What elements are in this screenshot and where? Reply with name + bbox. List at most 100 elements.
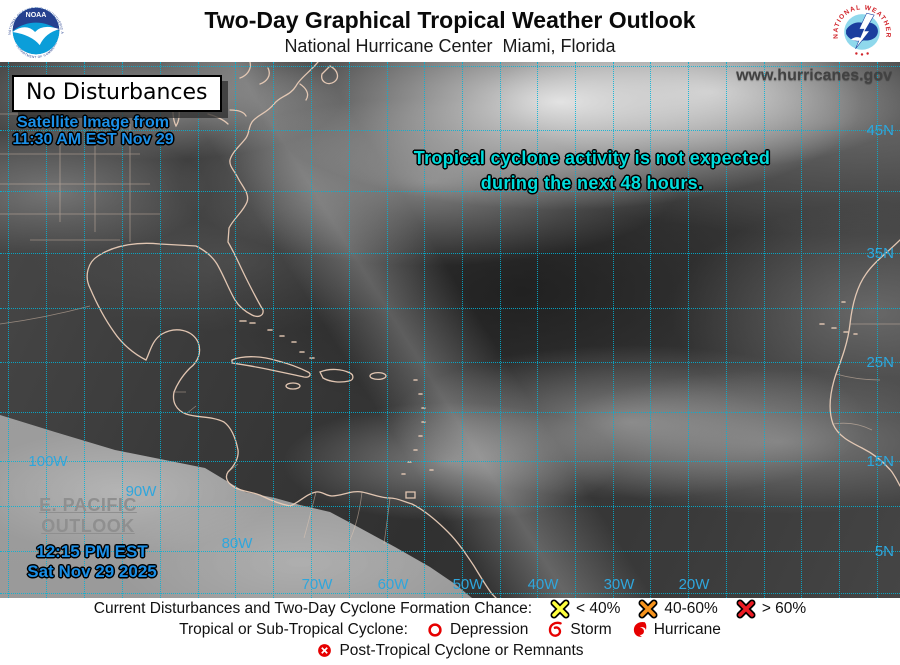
legend-item-label: Post-Tropical Cyclone or Remnants	[339, 641, 584, 659]
longitude-label: 60W	[377, 576, 409, 593]
legend-item-label: > 60%	[761, 599, 807, 617]
longitude-gridline	[273, 62, 274, 598]
x-low-chance-icon	[550, 599, 570, 618]
coastlines	[0, 62, 900, 598]
satellite-caption-line-2: 11:30 AM EST Nov 29	[12, 131, 174, 148]
page-title: Two-Day Graphical Tropical Weather Outlo…	[204, 7, 696, 33]
page-subtitle: National Hurricane Center Miami, Florida	[284, 36, 616, 56]
latitude-gridline	[0, 506, 900, 507]
latitude-gridline	[0, 191, 900, 192]
latitude-gridline	[0, 130, 900, 131]
legend-item-high-chance: > 60%	[736, 599, 806, 619]
legend-item-label: 40-60%	[664, 599, 718, 617]
pacific-longitude-label: 100W	[28, 453, 68, 470]
nws-logo[interactable]: NATIONAL WEATHER SERVICE	[830, 1, 894, 61]
longitude-gridline	[537, 62, 538, 598]
latitude-gridline	[0, 362, 900, 363]
longitude-gridline	[500, 62, 501, 598]
legend-item-post-tropical: Post-Tropical Cyclone or Remnants	[316, 641, 584, 660]
legend-item-hurricane: Hurricane	[630, 621, 721, 639]
east-pacific-link-line-2: OUTLOOK	[41, 516, 135, 536]
x-medium-chance-icon	[638, 599, 658, 618]
latitude-label: 45N	[866, 122, 894, 139]
longitude-gridline	[84, 62, 85, 598]
latitude-gridline	[0, 461, 900, 462]
longitude-gridline	[688, 62, 689, 598]
legend-item-storm: Storm	[546, 620, 612, 639]
latitude-label: 5N	[874, 543, 894, 560]
longitude-gridline	[801, 62, 802, 598]
latlon-grid: 45N 35N 25N 15N 5N 70W 60W 50W 40W 30W 20W 100W 90W 8…	[0, 62, 900, 598]
hurricane-icon	[633, 621, 647, 637]
legend-item-medium-chance: 40-60%	[638, 599, 718, 619]
legend: Current Disturbances and Two-Day Cyclone…	[0, 598, 900, 665]
longitude-gridline	[311, 62, 312, 598]
longitude-gridline	[198, 62, 199, 598]
longitude-label: 70W	[301, 576, 333, 593]
longitude-gridline	[839, 62, 840, 598]
longitude-gridline	[349, 62, 350, 598]
latitude-gridline	[0, 308, 900, 309]
outlook-message-line-2: during the next 48 hours.	[480, 173, 704, 193]
longitude-gridline	[122, 62, 123, 598]
longitude-gridline	[160, 62, 161, 598]
outlook-message: Tropical cyclone activity is not expecte…	[400, 146, 784, 196]
legend-item-depression: Depression	[426, 621, 528, 639]
latitude-label: 15N	[866, 453, 894, 470]
legend-row-cyclone-types: Tropical or Sub-Tropical Cyclone: Depres…	[0, 619, 900, 640]
legend-item-label: < 40%	[576, 599, 621, 617]
longitude-gridline	[726, 62, 727, 598]
latitude-gridline	[0, 551, 900, 552]
depression-icon	[428, 622, 442, 637]
longitude-gridline	[8, 62, 9, 598]
page-titles: Two-Day Graphical Tropical Weather Outlo…	[0, 0, 900, 57]
longitude-gridline	[877, 62, 878, 598]
latitude-gridline	[0, 66, 900, 67]
longitude-gridline	[575, 62, 576, 598]
east-pacific-outlook-link[interactable]: E. PACIFIC OUTLOOK	[18, 495, 158, 537]
longitude-label: 40W	[527, 576, 559, 593]
noaa-wordmark: NOAA	[26, 12, 47, 19]
longitude-gridline	[46, 62, 47, 598]
legend-row-post-tropical: Post-Tropical Cyclone or Remnants	[0, 640, 900, 661]
latitude-gridline	[0, 593, 900, 594]
east-pacific-link-line-1: E. PACIFIC	[39, 495, 137, 515]
satellite-caption: Satellite Image from 11:30 AM EST Nov 29	[2, 114, 184, 148]
issuance-timestamp: 12:15 PM EST Sat Nov 29 2025	[8, 542, 176, 582]
timestamp-line-1: 12:15 PM EST	[36, 542, 148, 561]
latitude-label: 35N	[866, 245, 894, 262]
longitude-label: 30W	[603, 576, 635, 593]
latitude-gridline	[0, 412, 900, 413]
longitude-gridline	[650, 62, 651, 598]
satellite-map: 45N 35N 25N 15N 5N 70W 60W 50W 40W 30W 20W 100W 90W 8…	[0, 62, 900, 598]
longitude-gridline	[462, 62, 463, 598]
longitude-gridline	[424, 62, 425, 598]
longitude-label: 20W	[678, 576, 710, 593]
latitude-label: 25N	[866, 354, 894, 371]
longitude-label: 50W	[452, 576, 484, 593]
post-tropical-icon	[318, 644, 332, 657]
noaa-logo[interactable]: NATIONAL OCEANIC AND ATMOSPHERIC ADMINIS…	[5, 1, 67, 61]
website-watermark: www.hurricanes.gov	[736, 67, 892, 84]
outlook-message-line-1: Tropical cyclone activity is not expecte…	[413, 148, 771, 168]
timestamp-line-2: Sat Nov 29 2025	[27, 562, 157, 581]
longitude-gridline	[235, 62, 236, 598]
noaa-emblem	[12, 7, 60, 55]
satellite-caption-line-1: Satellite Image from	[16, 114, 170, 131]
x-high-chance-icon	[736, 599, 756, 618]
longitude-gridline	[613, 62, 614, 598]
legend-row-formation-chance: Current Disturbances and Two-Day Cyclone…	[0, 598, 900, 619]
legend-item-label: Hurricane	[653, 620, 721, 638]
legend-item-label: Storm	[570, 620, 612, 638]
longitude-gridline	[387, 62, 388, 598]
latitude-gridline	[0, 253, 900, 254]
legend-item-low-chance: < 40%	[550, 599, 620, 619]
cyclone-legend-label: Tropical or Sub-Tropical Cyclone:	[179, 620, 408, 638]
pacific-longitude-label: 90W	[125, 483, 157, 500]
tropical-storm-icon	[549, 621, 563, 637]
longitude-gridline	[764, 62, 765, 598]
header: NATIONAL OCEANIC AND ATMOSPHERIC ADMINIS…	[0, 0, 900, 62]
legend-item-label: Depression	[449, 620, 529, 638]
chance-legend-label: Current Disturbances and Two-Day Cyclone…	[93, 599, 532, 617]
